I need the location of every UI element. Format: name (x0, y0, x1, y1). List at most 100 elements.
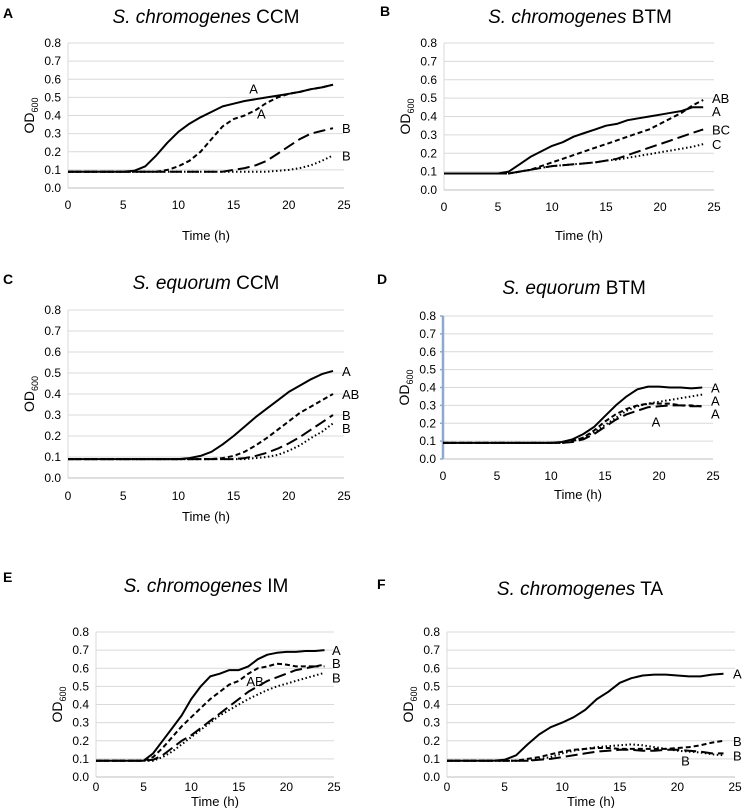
series-line-long-dash (443, 404, 703, 444)
x-tick-label: 20 (282, 198, 296, 212)
x-tick-label: 25 (327, 780, 341, 794)
x-tick-label: 20 (652, 469, 666, 483)
panel-e: 0.0 0.1 0.2 0.3 0.4 0.5 0.6 0.7 0.8 0 5 10 15 20 25 Tim… (49, 625, 341, 808)
significance-label: B (332, 656, 341, 671)
x-tick-label: 25 (337, 489, 351, 503)
y-axis-label: OD600 (397, 98, 416, 134)
series-line-short-dash (68, 393, 334, 461)
panel-letter-f: F (377, 576, 386, 592)
x-tick-label: 15 (598, 469, 612, 483)
x-tick-label: 0 (441, 200, 448, 214)
y-tick-label: 0.0 (44, 471, 61, 485)
series-line-dotted (68, 422, 334, 461)
y-tick-label: 0.1 (72, 752, 89, 766)
y-tick-label: 0.0 (420, 183, 437, 197)
y-axis-label-subscript: 600 (406, 98, 416, 113)
y-tick-label: 0.4 (423, 698, 440, 712)
series-line-long-dash (68, 414, 334, 461)
panel-letter-c: C (3, 271, 14, 287)
significance-label: A (712, 104, 721, 119)
panel-title-e: S. chromogenes IM (124, 576, 289, 598)
y-tick-label: 0.1 (423, 752, 440, 766)
panel-title-f: S. chromogenes TA (497, 579, 663, 601)
significance-label: A (711, 394, 720, 409)
y-tick-label: 0.5 (44, 366, 61, 380)
significance-label: B (342, 148, 351, 163)
series-line-long-dash (96, 665, 325, 762)
medium: BTM (631, 7, 672, 28)
y-axis-label: OD600 (396, 369, 415, 405)
x-axis-label: Time (h) (555, 228, 603, 243)
x-tick-label: 5 (494, 469, 501, 483)
y-tick-label: 0.2 (420, 146, 437, 160)
x-tick-label: 25 (337, 198, 351, 212)
y-tick-label: 0.7 (44, 324, 61, 338)
medium: TA (640, 579, 664, 600)
series-line-dotted (444, 143, 704, 175)
x-tick-label: 15 (599, 200, 613, 214)
y-tick-label: 0.4 (72, 698, 89, 712)
y-tick-label: 0.0 (44, 181, 61, 195)
y-tick-label: 0.4 (419, 381, 436, 395)
y-tick-label: 0.4 (420, 110, 437, 124)
y-tick-label: 0.2 (44, 429, 61, 443)
species: S. chromogenes (496, 579, 636, 600)
y-tick-label: 0.0 (419, 452, 436, 466)
y-tick-label: 0.5 (419, 363, 436, 377)
x-tick-label: 10 (544, 469, 558, 483)
significance-label: A (652, 414, 661, 429)
y-axis-label: OD600 (49, 686, 68, 722)
y-tick-label: 0.8 (44, 36, 61, 50)
y-tick-label: 0.3 (44, 127, 61, 141)
x-tick-label: 25 (728, 780, 742, 794)
x-tick-label: 20 (282, 489, 296, 503)
series-line-long-dash (68, 127, 334, 173)
y-tick-label: 0.7 (420, 54, 437, 68)
y-tick-label: 0.3 (72, 716, 89, 730)
x-tick-label: 0 (440, 469, 447, 483)
x-tick-label: 20 (671, 780, 685, 794)
x-tick-label: 0 (65, 489, 72, 503)
x-tick-label: 10 (172, 489, 186, 503)
x-tick-label: 10 (556, 780, 570, 794)
y-tick-label: 0.1 (419, 434, 436, 448)
x-tick-label: 10 (172, 198, 186, 212)
y-axis-label-subscript: 600 (409, 686, 419, 701)
significance-label: A (342, 364, 351, 379)
y-axis-label-subscript: 600 (30, 97, 40, 112)
y-tick-label: 0.4 (44, 387, 61, 401)
y-tick-label: 0.1 (44, 450, 61, 464)
y-tick-label: 0.5 (423, 679, 440, 693)
y-tick-label: 0.8 (423, 625, 440, 639)
species: S. chromogenes (488, 7, 627, 28)
y-tick-label: 0.2 (419, 416, 436, 430)
y-tick-label: 0.1 (420, 165, 437, 179)
y-axis-label-main: OD (400, 702, 416, 723)
y-axis-label-main: OD (49, 702, 65, 723)
species: S. equorum (132, 273, 231, 294)
y-axis-label-subscript: 600 (58, 686, 68, 701)
significance-label: BC (712, 122, 730, 137)
y-axis-label: OD600 (400, 686, 419, 722)
y-tick-label: 0.6 (44, 72, 61, 86)
significance-label: B (733, 734, 742, 749)
medium: BTM (605, 278, 646, 299)
panel-title-b: S. chromogenes BTM (488, 7, 672, 29)
y-tick-label: 0.2 (44, 145, 61, 159)
x-tick-label: 0 (444, 780, 451, 794)
x-axis-label: Time (h) (554, 487, 602, 502)
series-line-short-dash (96, 662, 325, 762)
y-tick-label: 0.4 (44, 109, 61, 123)
x-tick-label: 5 (140, 780, 147, 794)
panel-b: 0.0 0.1 0.2 0.3 0.4 0.5 0.6 0.7 0.8 0 5 10 15 20 25 Tim… (397, 36, 730, 243)
panel-letter-a: A (3, 5, 14, 21)
y-tick-label: 0.8 (420, 36, 437, 50)
x-tick-label: 0 (65, 198, 72, 212)
y-tick-label: 0.8 (44, 303, 61, 317)
y-axis-label-main: OD (397, 114, 413, 135)
series-line-dotted (68, 154, 334, 173)
significance-label: A (332, 643, 341, 658)
panel-title-d: S. equorum BTM (502, 278, 646, 300)
significance-label: AB (342, 387, 359, 402)
